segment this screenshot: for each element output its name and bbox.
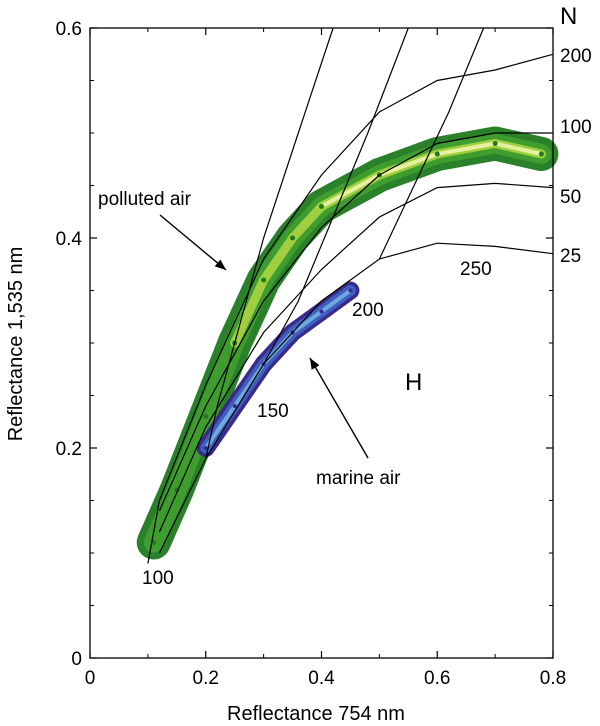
H-label-150: 150	[257, 401, 289, 422]
polluted-air-point-2	[203, 414, 209, 419]
y-tick-label-0: 0	[71, 649, 82, 670]
y-axis-title: Reflectance 1,535 nm	[5, 247, 27, 442]
marine-air-point-0	[203, 446, 208, 450]
plot-frame	[89, 27, 554, 659]
x-tick-label-3: 0.6	[424, 668, 450, 689]
polluted-air-point-9	[492, 141, 498, 146]
N-header-label: N	[560, 3, 577, 30]
x-tick-label-2: 0.4	[308, 668, 335, 689]
polluted-air-point-6	[319, 204, 324, 209]
polluted-air-point-8	[434, 151, 440, 157]
x-tick-label-4: 0.8	[540, 668, 566, 689]
marine-air-point-5	[348, 288, 353, 293]
polluted-air-arrow-shaft	[159, 214, 227, 271]
marine-air-label: marine air	[316, 468, 401, 489]
polluted-air-label: polluted air	[98, 189, 192, 210]
N-label-100: 100	[560, 117, 592, 138]
plot-area	[136, 27, 559, 564]
axes: 0 0.2 0.4 0.6 0.8 0 0.2 0.4 0.6	[56, 19, 567, 689]
polluted-air-point-10	[538, 151, 544, 157]
x-tick-label-0: 0	[85, 668, 96, 689]
y-tick-label-1: 0.2	[56, 439, 82, 460]
polluted-air-arrow-head	[214, 259, 226, 270]
marine-air-point-4	[319, 309, 324, 314]
N-line-50	[158, 182, 554, 533]
N-line-100	[158, 132, 553, 512]
N-line-25	[158, 242, 554, 554]
H-label-100: 100	[142, 568, 174, 589]
y-tick-label-2: 0.4	[56, 229, 83, 250]
H-line-150	[205, 27, 334, 459]
N-label-25: 25	[560, 246, 581, 267]
H-label-200: 200	[352, 300, 384, 321]
N-label-50: 50	[560, 187, 581, 208]
x-tick-label-1: 0.2	[193, 668, 219, 689]
H-line-250	[378, 27, 485, 260]
H-line-100	[147, 500, 160, 564]
N-line-200	[158, 53, 554, 501]
marine-air-arrow-head	[310, 358, 320, 370]
N-label-200: 200	[560, 46, 592, 67]
polluted-air-point-4	[261, 277, 267, 283]
marine-air-arrow-shaft	[309, 357, 369, 459]
H-label-250: 250	[460, 259, 492, 280]
labels: Reflectance 754 nm Reflectance 1,535 nm …	[5, 3, 592, 725]
H-label: H	[405, 369, 422, 396]
x-axis-title: Reflectance 754 nm	[227, 703, 405, 725]
marine-air-point-1	[232, 404, 237, 408]
H-line-200	[263, 27, 409, 365]
polluted-air-point-5	[290, 235, 296, 241]
y-tick-label-3: 0.6	[56, 19, 82, 40]
